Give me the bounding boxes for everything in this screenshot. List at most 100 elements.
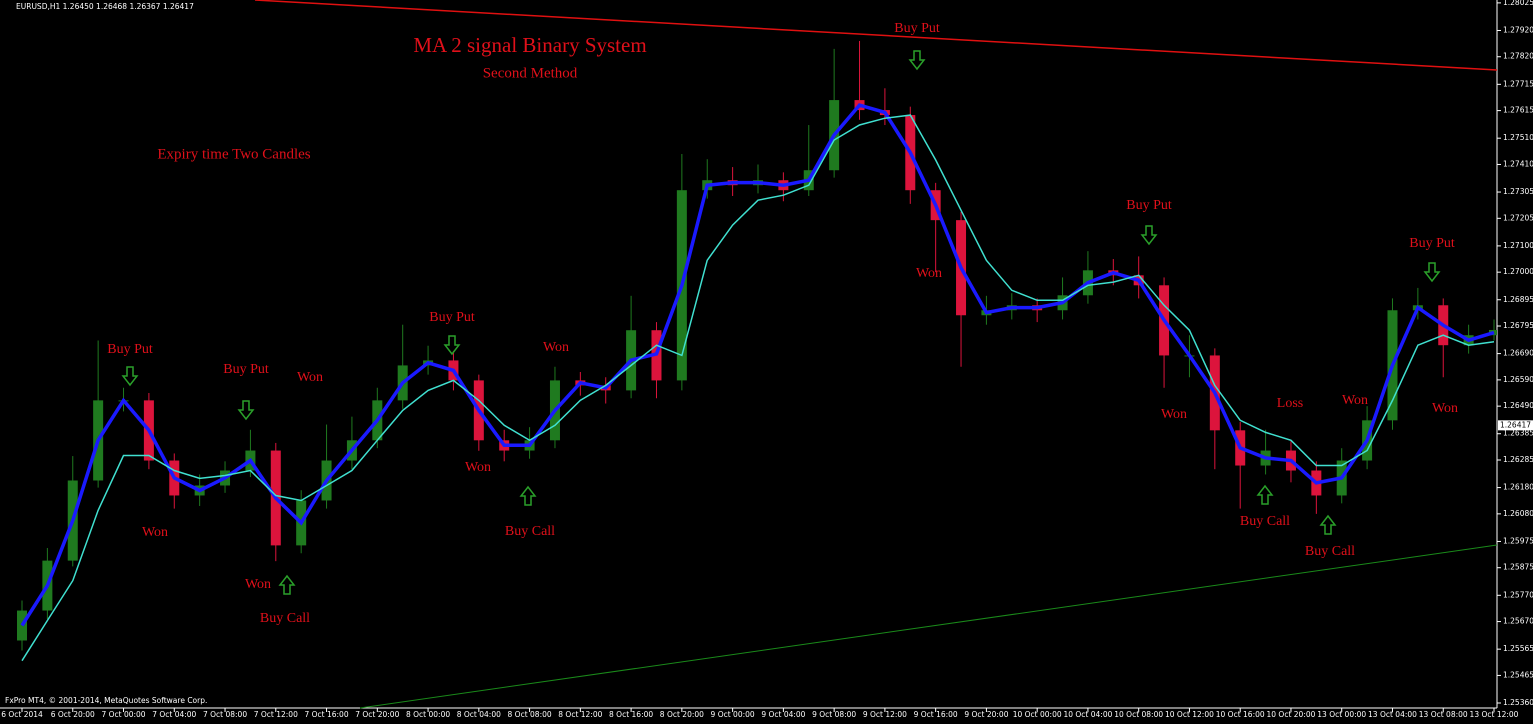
moving-average-line bbox=[20, 103, 1495, 627]
x-tick-label: 7 Oct 16:00 bbox=[304, 710, 348, 719]
signal-annotation: Won bbox=[465, 460, 491, 475]
x-tick-label: 8 Oct 04:00 bbox=[457, 710, 501, 719]
call-arrow bbox=[278, 574, 296, 595]
x-tick-label: 10 Oct 16:00 bbox=[1216, 710, 1265, 719]
x-tick-label: 10 Oct 12:00 bbox=[1165, 710, 1214, 719]
y-tick-label: 1.27510 bbox=[1503, 133, 1533, 142]
signal-annotation: Won bbox=[1161, 407, 1187, 422]
x-tick-label: 13 Oct 00:00 bbox=[1317, 710, 1366, 719]
signal-annotation: Won bbox=[1432, 401, 1458, 416]
put-arrow bbox=[908, 50, 926, 71]
trend-line-support bbox=[359, 544, 1498, 709]
x-tick-label: 10 Oct 00:00 bbox=[1013, 710, 1062, 719]
candle-body bbox=[17, 610, 27, 641]
put-arrow bbox=[121, 366, 139, 387]
signal-annotation: Won bbox=[543, 340, 569, 355]
signal-annotation: Buy Call bbox=[1240, 514, 1290, 529]
y-tick-label: 1.27920 bbox=[1503, 25, 1533, 34]
x-tick-label: 10 Oct 08:00 bbox=[1114, 710, 1163, 719]
y-tick-label: 1.26795 bbox=[1503, 321, 1533, 330]
signal-annotation: Won bbox=[297, 370, 323, 385]
signal-annotation: Buy Put bbox=[1409, 236, 1455, 251]
put-arrow bbox=[1423, 262, 1441, 283]
y-tick-label: 1.28025 bbox=[1503, 0, 1533, 7]
x-tick-label: 6 Oct 20:00 bbox=[51, 710, 95, 719]
signal-annotation: Won bbox=[142, 525, 168, 540]
y-tick-label: 1.26590 bbox=[1503, 375, 1533, 384]
x-tick-label: 9 Oct 00:00 bbox=[711, 710, 755, 719]
y-tick-label: 1.27205 bbox=[1503, 213, 1533, 222]
y-tick-label: 1.26080 bbox=[1503, 509, 1533, 518]
x-tick-label: 9 Oct 16:00 bbox=[914, 710, 958, 719]
y-tick-label: 1.25875 bbox=[1503, 563, 1533, 572]
x-tick-label: 8 Oct 00:00 bbox=[406, 710, 450, 719]
x-tick-label: 9 Oct 08:00 bbox=[812, 710, 856, 719]
put-arrow bbox=[237, 400, 255, 421]
y-tick-label: 1.27820 bbox=[1503, 52, 1533, 61]
x-tick-label: 7 Oct 00:00 bbox=[101, 710, 145, 719]
signal-annotation: Buy Put bbox=[107, 342, 153, 357]
y-tick-label: 1.27100 bbox=[1503, 241, 1533, 250]
y-tick-label: 1.26690 bbox=[1503, 349, 1533, 358]
x-tick-label: 13 Oct 04:00 bbox=[1368, 710, 1417, 719]
signal-annotation: Buy Put bbox=[223, 362, 269, 377]
y-tick-label: 1.25670 bbox=[1503, 617, 1533, 626]
x-tick-label: 10 Oct 20:00 bbox=[1267, 710, 1316, 719]
note: Expiry time Two Candles bbox=[157, 146, 310, 162]
put-arrow bbox=[1140, 225, 1158, 246]
signal-annotation: Won bbox=[245, 577, 271, 592]
y-tick-label: 1.26385 bbox=[1503, 429, 1533, 438]
y-tick-label: 1.25565 bbox=[1503, 644, 1533, 653]
chart-subtitle: Second Method bbox=[483, 65, 578, 81]
y-tick-label: 1.26490 bbox=[1503, 401, 1533, 410]
y-tick-label: 1.27615 bbox=[1503, 106, 1533, 115]
trend-line-resistance bbox=[254, 0, 1498, 71]
signal-annotation: Loss bbox=[1277, 396, 1303, 411]
signal-annotation: Buy Call bbox=[505, 524, 555, 539]
y-tick-label: 1.26180 bbox=[1503, 483, 1533, 492]
x-tick-label: 7 Oct 08:00 bbox=[203, 710, 247, 719]
signal-annotation: Buy Call bbox=[260, 611, 310, 626]
current-price-box bbox=[1498, 420, 1533, 431]
y-tick-label: 1.27410 bbox=[1503, 159, 1533, 168]
x-tick-label: 8 Oct 16:00 bbox=[609, 710, 653, 719]
y-tick-label: 1.25770 bbox=[1503, 590, 1533, 599]
call-arrow bbox=[1319, 514, 1337, 535]
call-arrow bbox=[519, 485, 537, 506]
y-tick-label: 1.25360 bbox=[1503, 698, 1533, 707]
chart-title: MA 2 signal Binary System bbox=[413, 33, 646, 57]
x-tick-label: 6 Oct 2014 bbox=[1, 710, 43, 719]
x-tick-label: 13 Oct 08:00 bbox=[1419, 710, 1468, 719]
x-tick-label: 9 Oct 20:00 bbox=[964, 710, 1008, 719]
plot-area bbox=[17, 40, 1497, 662]
y-tick-label: 1.26895 bbox=[1503, 295, 1533, 304]
y-tick-label: 1.27000 bbox=[1503, 267, 1533, 276]
y-tick-label: 1.25465 bbox=[1503, 670, 1533, 679]
call-arrow bbox=[1256, 484, 1274, 505]
signal-annotation: Buy Put bbox=[1126, 198, 1172, 213]
signal-annotation: Won bbox=[1342, 393, 1368, 408]
y-tick-label: 1.26285 bbox=[1503, 455, 1533, 464]
x-tick-label: 8 Oct 08:00 bbox=[508, 710, 552, 719]
x-tick-label: 13 Oct 12:00 bbox=[1470, 710, 1519, 719]
signal-annotation: Buy Put bbox=[894, 21, 940, 36]
put-arrow bbox=[443, 335, 461, 356]
y-tick-label: 1.27305 bbox=[1503, 187, 1533, 196]
moving-average-line bbox=[21, 114, 1495, 662]
x-tick-label: 9 Oct 12:00 bbox=[863, 710, 907, 719]
x-tick-label: 9 Oct 04:00 bbox=[761, 710, 805, 719]
x-tick-label: 7 Oct 12:00 bbox=[254, 710, 298, 719]
signal-annotation: Buy Call bbox=[1305, 544, 1355, 559]
x-tick-label: 7 Oct 20:00 bbox=[355, 710, 399, 719]
x-tick-label: 8 Oct 12:00 bbox=[558, 710, 602, 719]
y-tick-label: 1.27715 bbox=[1503, 79, 1533, 88]
current-price-label: 1.26417 bbox=[1500, 420, 1531, 429]
x-tick-label: 7 Oct 04:00 bbox=[152, 710, 196, 719]
signal-annotation: Won bbox=[916, 266, 942, 281]
y-tick-label: 1.25975 bbox=[1503, 536, 1533, 545]
chart-header: EURUSD,H1 1.26450 1.26468 1.26367 1.2641… bbox=[16, 2, 194, 11]
signal-annotation: Buy Put bbox=[429, 310, 475, 325]
